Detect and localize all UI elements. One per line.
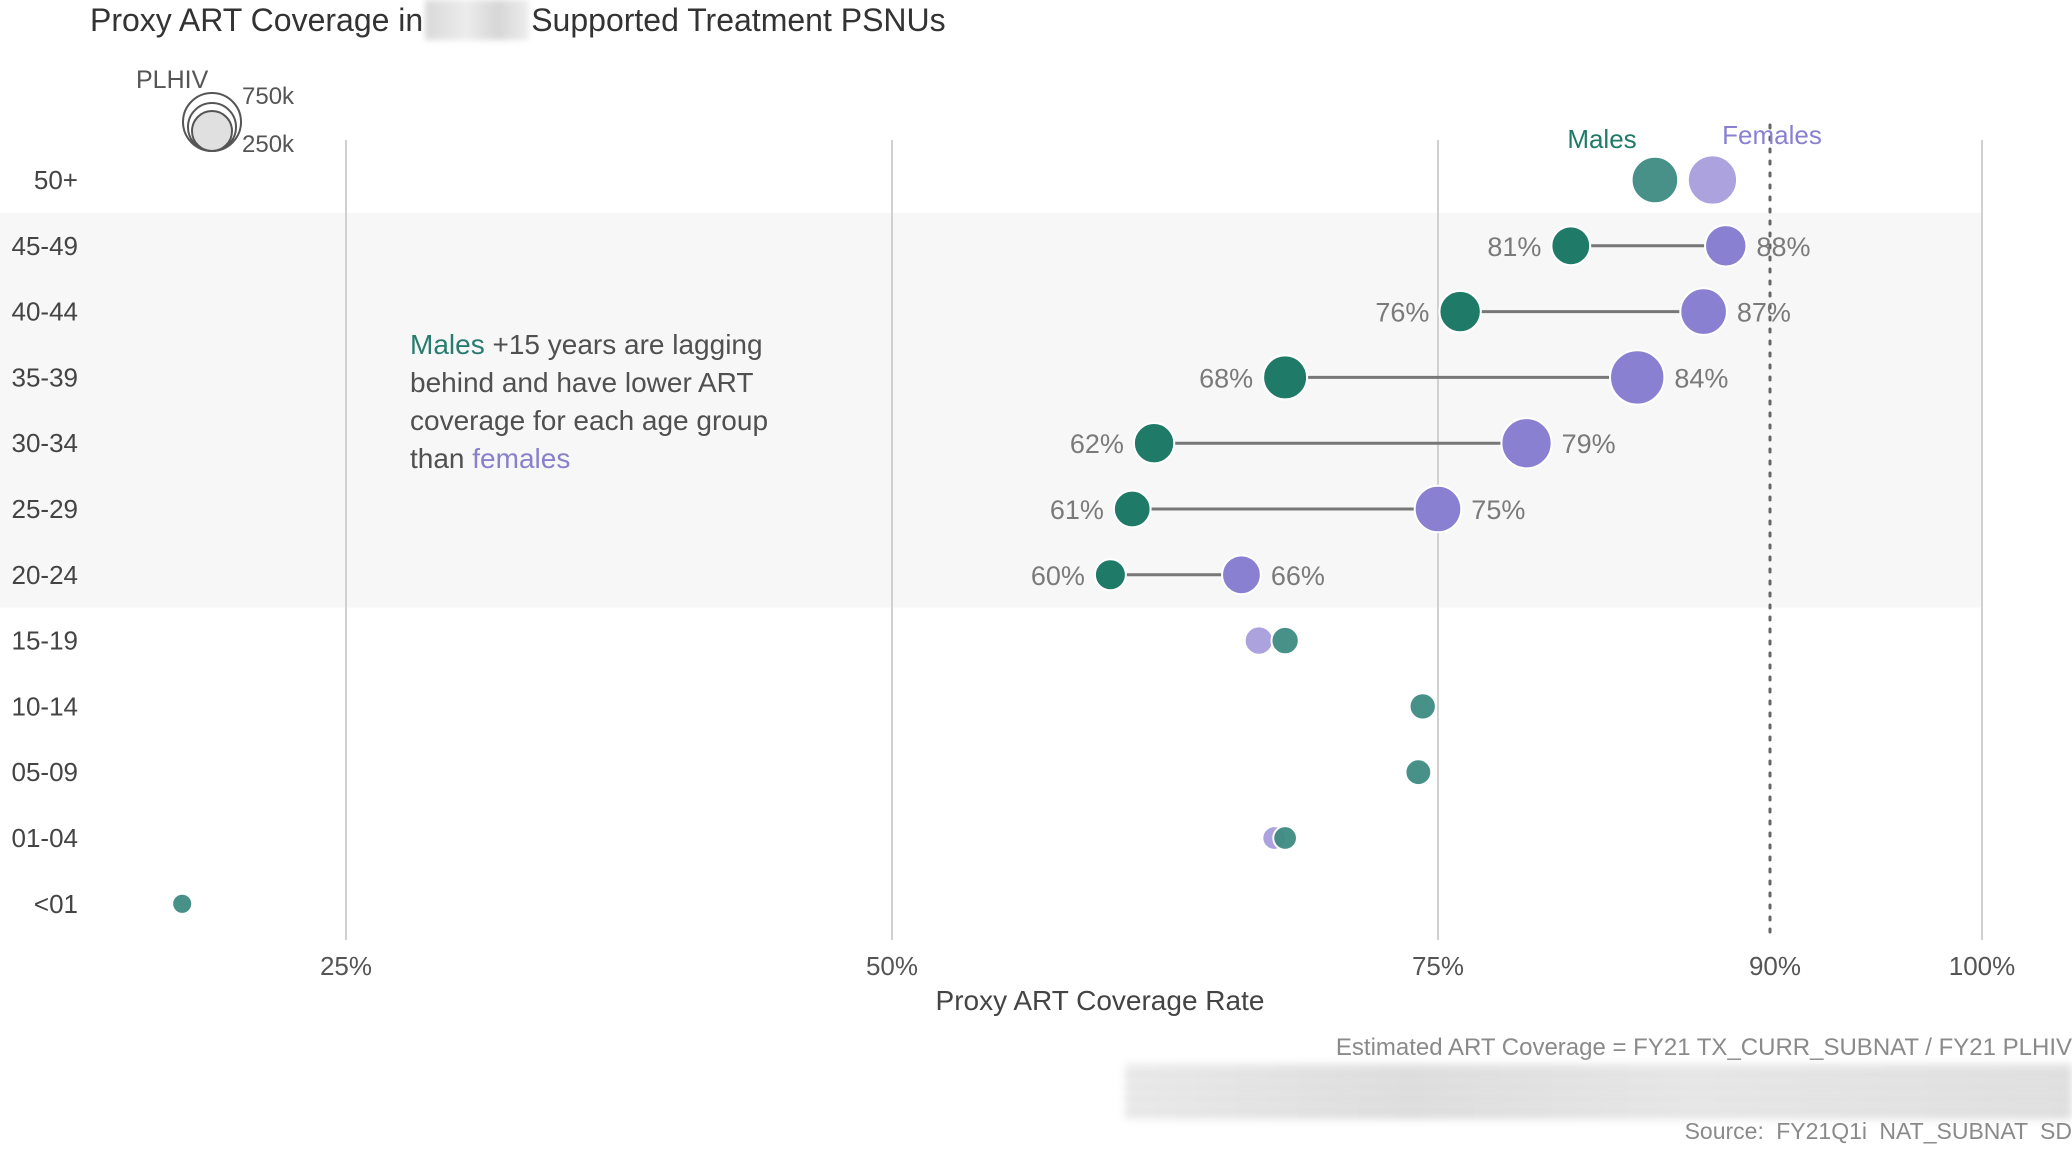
female-value-label: 79% <box>1562 429 1616 459</box>
redacted-notes <box>1125 1064 2072 1120</box>
x-tick-label: 50% <box>866 951 918 981</box>
series-label-males: Males <box>1567 124 1636 154</box>
x-tick-label: 90% <box>1749 951 1801 981</box>
x-axis-title: Proxy ART Coverage Rate <box>936 985 1265 1016</box>
female-point <box>1221 554 1262 596</box>
female-value-label: 88% <box>1756 232 1810 262</box>
male-point <box>1112 489 1152 529</box>
male-point <box>1270 625 1300 656</box>
male-value-label: 60% <box>1031 561 1085 591</box>
female-value-label: 66% <box>1271 561 1325 591</box>
page-title: Proxy ART Coverage in Supported Treatmen… <box>90 0 946 40</box>
x-tick-label: 25% <box>320 951 372 981</box>
female-value-label: 84% <box>1674 363 1728 393</box>
y-tick-label: 40-44 <box>12 297 79 327</box>
y-tick-label: 01-04 <box>12 823 79 853</box>
y-tick-label: 30-34 <box>12 428 79 458</box>
y-tick-label: 50+ <box>34 165 78 195</box>
male-point <box>1550 225 1592 267</box>
y-tick-label: <01 <box>34 889 78 919</box>
female-point <box>1413 484 1463 534</box>
y-tick-label: 25-29 <box>12 494 79 524</box>
female-value-label: 87% <box>1737 298 1791 328</box>
title-prefix: Proxy ART Coverage in <box>90 1 424 38</box>
y-tick-label: 20-24 <box>12 560 79 590</box>
male-point <box>1262 354 1309 401</box>
male-point <box>1630 155 1680 205</box>
male-point <box>1132 422 1176 465</box>
male-point <box>1093 558 1127 592</box>
size-legend-title: PLHIV <box>136 66 209 94</box>
female-point <box>1679 287 1728 336</box>
male-value-label: 81% <box>1487 232 1541 262</box>
female-point <box>1609 349 1666 406</box>
female-point <box>1704 224 1748 268</box>
female-point <box>1686 154 1739 206</box>
female-value-label: 75% <box>1471 495 1525 525</box>
source-note: Source: FY21Q1i NAT_SUBNAT SD <box>1684 1118 2072 1144</box>
female-point <box>1243 625 1275 656</box>
y-tick-label: 15-19 <box>12 626 79 656</box>
male-point <box>1272 825 1298 851</box>
annotation-females-word: females <box>472 443 571 474</box>
annotation-males-word: Males <box>410 329 485 360</box>
x-tick-label: 100% <box>1949 951 2016 981</box>
male-value-label: 61% <box>1050 495 1104 525</box>
annotation-text: Males +15 years are lagging behind and h… <box>410 326 830 478</box>
title-suffix: Supported Treatment PSNUs <box>531 1 946 38</box>
male-point <box>171 892 194 915</box>
male-value-label: 62% <box>1070 429 1124 459</box>
female-point <box>1500 417 1553 470</box>
size-legend-label-small: 250k <box>242 131 295 158</box>
series-label-females: Females <box>1722 120 1822 150</box>
male-value-label: 76% <box>1375 298 1429 328</box>
male-point <box>1408 692 1437 721</box>
coverage-footnote: Estimated ART Coverage = FY21 TX_CURR_SU… <box>1335 1034 2072 1061</box>
size-legend-circle-small <box>191 110 233 152</box>
male-point <box>1404 758 1433 787</box>
redacted-country-name <box>425 0 530 40</box>
y-tick-label: 35-39 <box>12 362 79 392</box>
y-tick-label: 45-49 <box>12 231 79 261</box>
size-legend-label-large: 750k <box>242 83 295 110</box>
y-tick-label: 05-09 <box>12 757 79 787</box>
male-point <box>1438 289 1482 334</box>
y-tick-label: 10-14 <box>12 691 79 721</box>
highlight-band <box>0 212 1982 608</box>
x-tick-label: 75% <box>1412 951 1464 981</box>
annotation-body: +15 years are lagging behind and have lo… <box>410 329 769 474</box>
male-value-label: 68% <box>1199 363 1253 393</box>
